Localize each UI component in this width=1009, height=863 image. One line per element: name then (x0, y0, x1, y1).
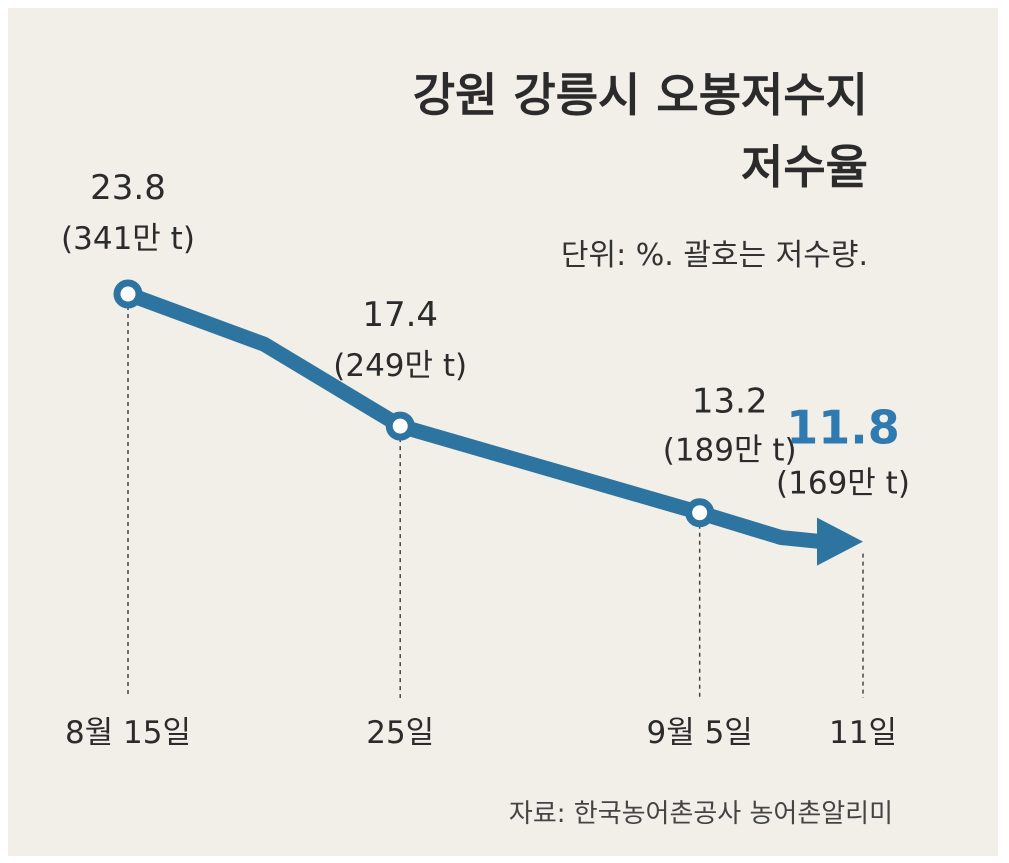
data-point-0 (113, 279, 143, 309)
x-tick-label-0: 8월 15일 (65, 715, 191, 751)
unit-note: 단위: %. 괄호는 저수량. (560, 238, 868, 273)
chart-title-line-1: 강원 강릉시 오봉저수지 (412, 68, 868, 122)
volume-label-1: (249만 t) (333, 348, 467, 384)
value-label-2: 13.2 (692, 382, 768, 422)
value-label-0: 23.8 (90, 168, 166, 208)
x-tick-label-1: 25일 (366, 715, 434, 751)
series-line (120, 286, 829, 550)
volume-label-2: (189만 t) (663, 433, 797, 469)
source-note: 자료: 한국농어촌공사 농어촌알리미 (508, 799, 893, 829)
data-point-1 (385, 411, 415, 441)
x-tick-label-3: 11일 (829, 715, 897, 751)
volume-label-0: (341만 t) (61, 221, 195, 257)
value-label-1: 17.4 (362, 295, 438, 335)
chart-title-line-2: 저수율 (741, 140, 868, 194)
line-chart: 23.8 (341만 t) 8월 15일 17.4 (249만 t) 25일 13.2 (18… (61, 168, 910, 751)
chart-panel: 강원 강릉시 오봉저수지 저수율 단위: %. 괄호는 저수량. 23.8 (34… (8, 8, 998, 856)
data-point-2 (685, 498, 715, 528)
volume-label-3: (169만 t) (776, 466, 910, 502)
value-label-3: 11.8 (786, 401, 900, 455)
x-tick-label-2: 9월 5일 (646, 715, 752, 751)
arrow-head-point-3 (817, 517, 863, 566)
